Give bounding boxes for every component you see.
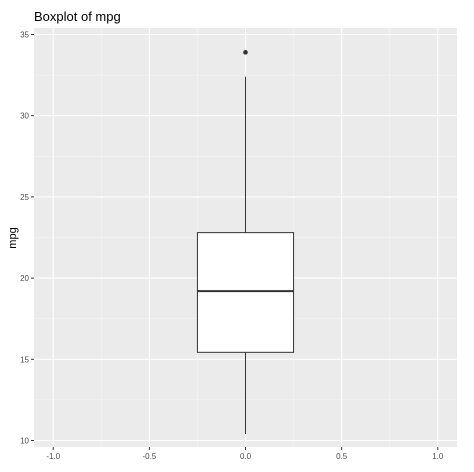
y-tick-label: 25 — [20, 193, 29, 202]
outlier-point — [243, 50, 248, 55]
boxplot — [196, 50, 295, 435]
x-tick-label: 0.0 — [240, 452, 252, 461]
y-axis-title: mpg — [7, 227, 19, 248]
x-tick-label: -0.5 — [142, 452, 156, 461]
y-axis-ticks: 10 15 20 25 30 35 — [20, 30, 34, 446]
x-axis-ticks: -1.0 -0.5 0.0 0.5 1.0 — [46, 447, 444, 461]
y-tick-label: 10 — [20, 437, 29, 446]
y-tick-label: 30 — [20, 112, 29, 121]
box-iqr — [196, 232, 295, 353]
x-tick-label: 1.0 — [432, 452, 444, 461]
x-tick-label: -1.0 — [46, 452, 60, 461]
x-tick-label: 0.5 — [336, 452, 348, 461]
chart-title: Boxplot of mpg — [34, 9, 121, 24]
y-tick-label: 35 — [20, 30, 29, 39]
y-tick-label: 15 — [20, 355, 29, 364]
y-tick-label: 20 — [20, 274, 29, 283]
